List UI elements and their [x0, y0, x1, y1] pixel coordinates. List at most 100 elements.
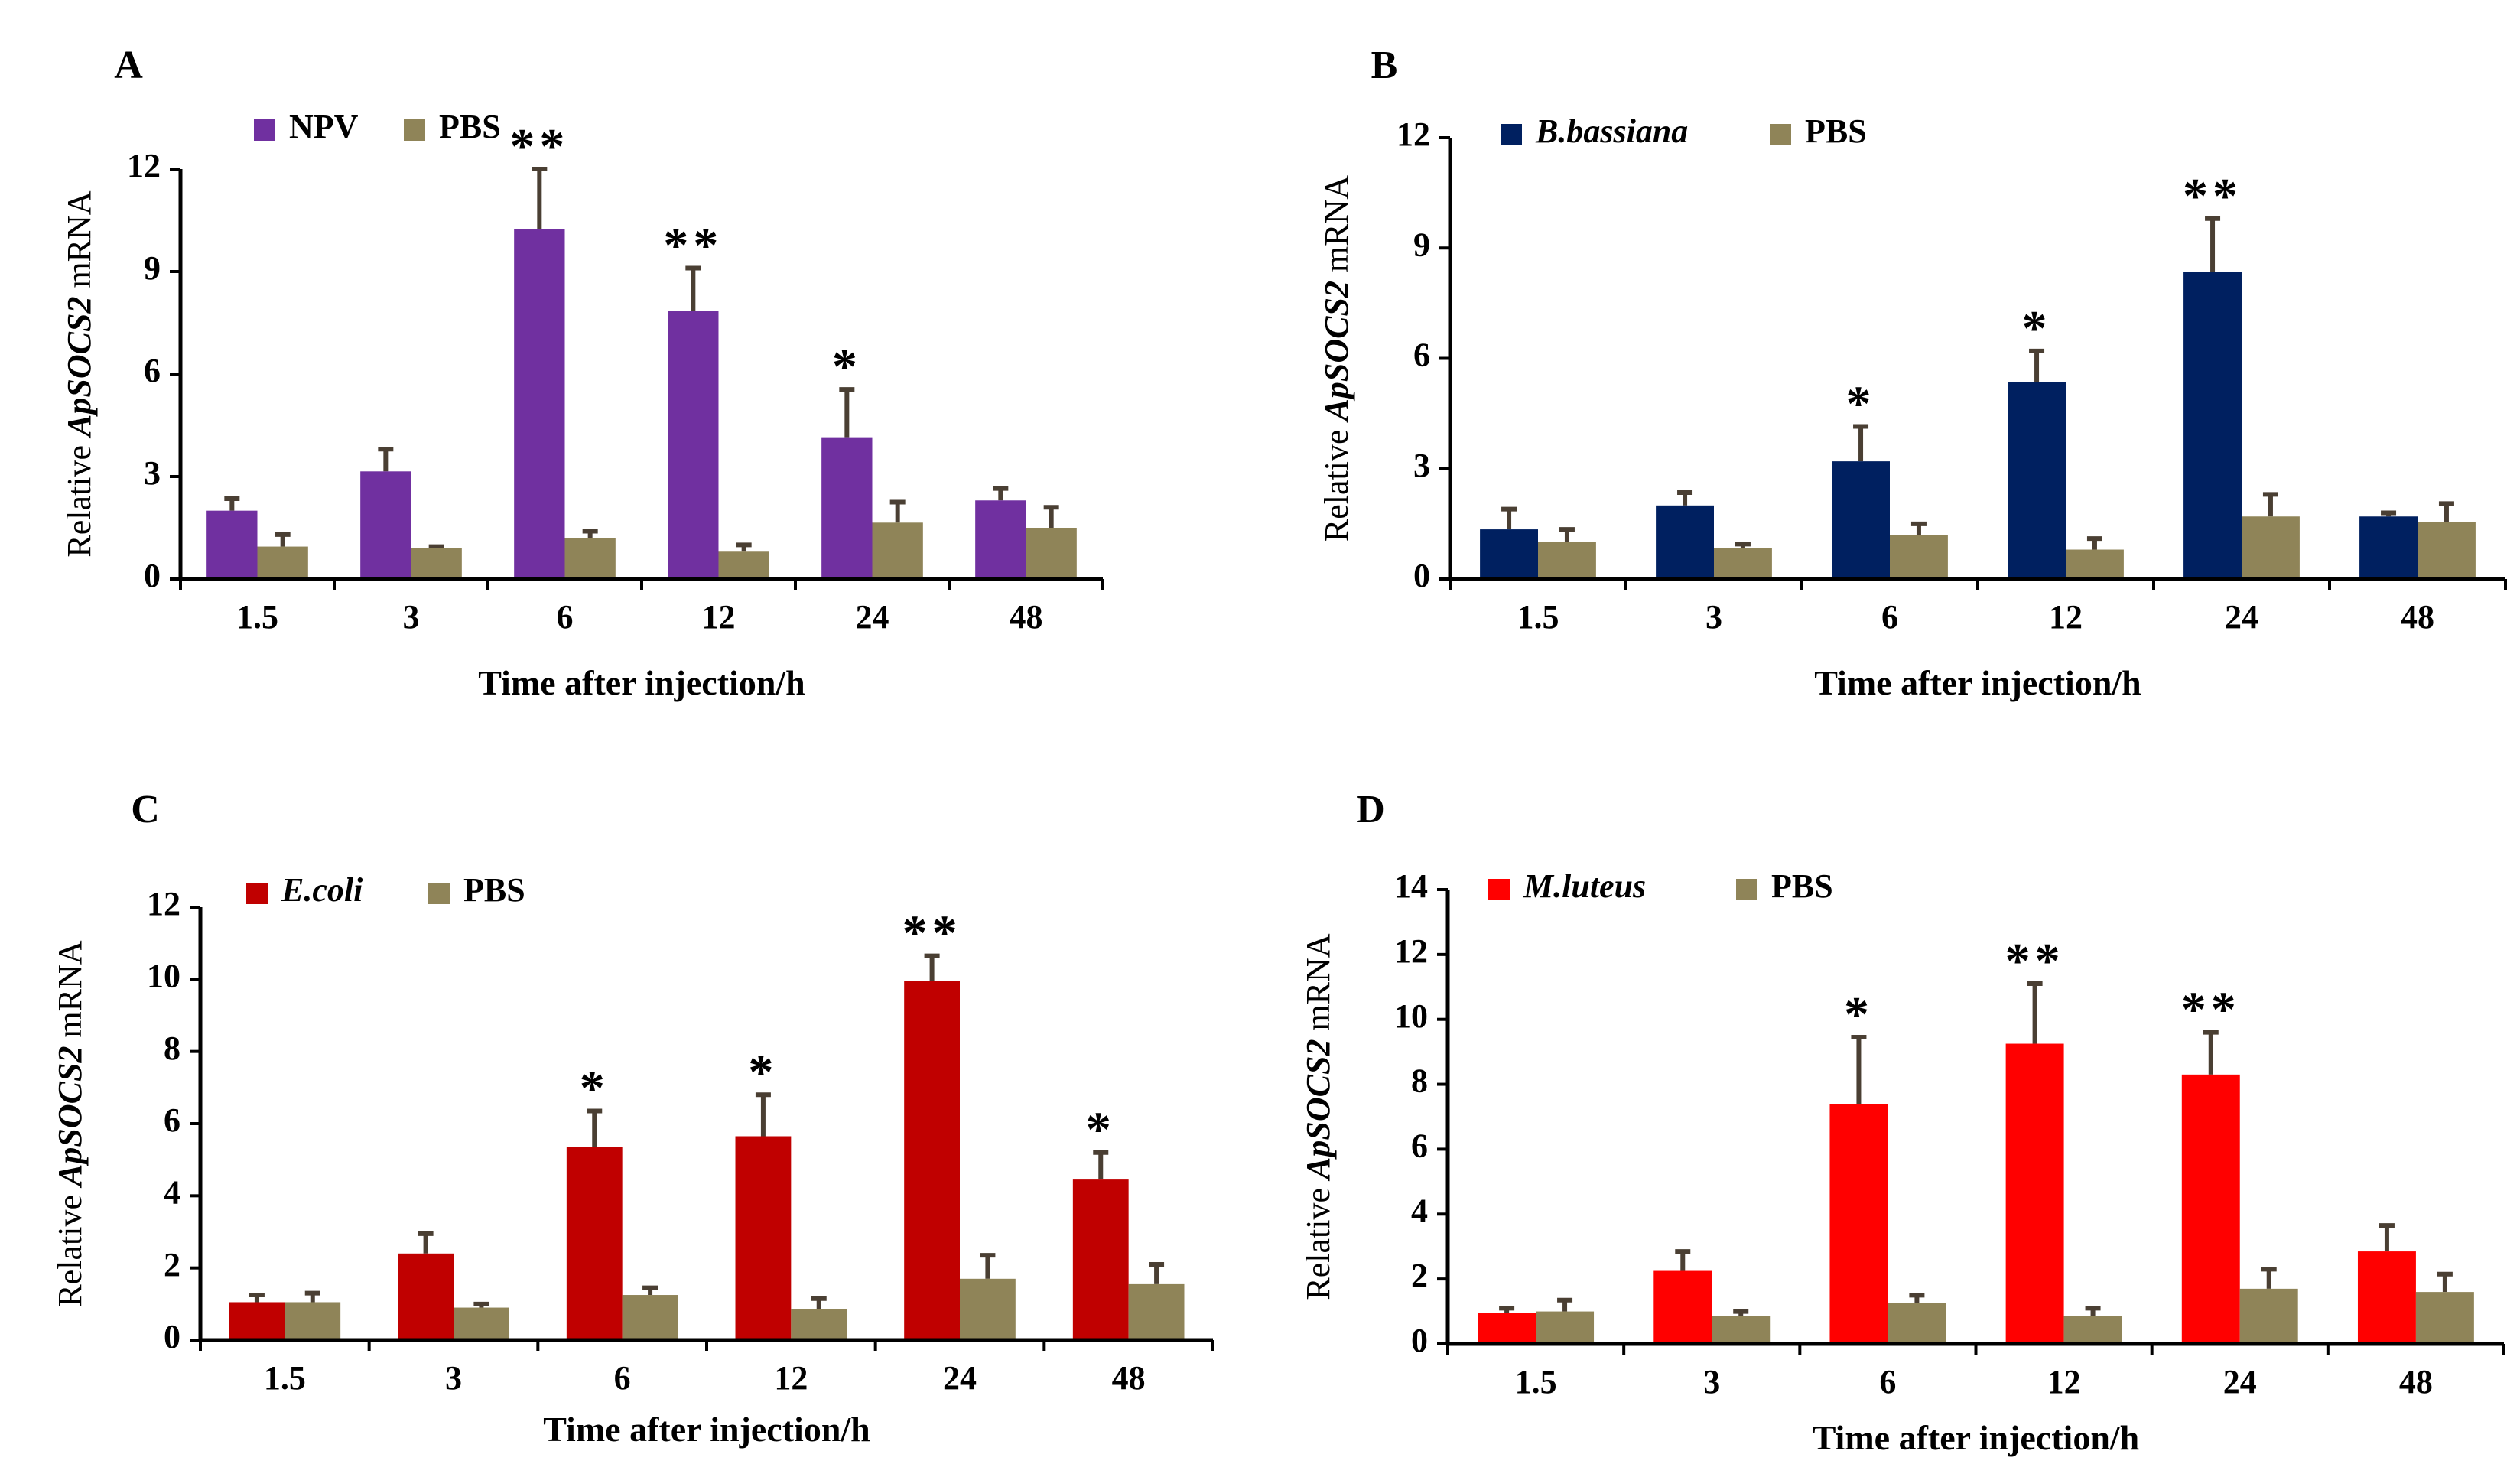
x-tick-label: 1.5 — [1515, 1363, 1557, 1401]
chart-panel-b: B 1.5 3 * 6 * 12 ** 24 48 0 3 6 9 12 Time after injecti… — [1318, 44, 2507, 702]
y-tick-label: 4 — [1411, 1192, 1428, 1229]
y-tick-label: 2 — [164, 1246, 180, 1283]
x-tick-label: 12 — [774, 1359, 808, 1397]
bar-pbs-3 — [1714, 548, 1772, 579]
legend-swatch-pbs — [428, 883, 450, 904]
significance-marker: * — [832, 339, 862, 395]
bar-treatment-6 — [1829, 1104, 1888, 1344]
bar-pbs-1.5 — [285, 1302, 341, 1340]
y-label-prefix: Relative — [51, 1186, 89, 1307]
significance-marker: * — [1846, 376, 1876, 431]
y-tick-label: 3 — [1413, 447, 1430, 484]
y-label-prefix: Relative — [1318, 421, 1355, 542]
bar-pbs-3 — [1712, 1316, 1771, 1344]
legend-swatch-pbs — [404, 119, 425, 141]
y-axis-label: Relative ApSOCS2 mRNA — [51, 940, 89, 1306]
legend-swatch-treatment — [246, 883, 268, 904]
x-axis-label: Time after injection/h — [1813, 1418, 2140, 1457]
y-tick-label: 10 — [147, 957, 180, 994]
bar-pbs-12 — [2063, 1316, 2122, 1344]
bar-pbs-1.5 — [257, 546, 308, 579]
y-label-gene: ApSOCS2 — [51, 1046, 89, 1189]
bar-treatment-48 — [2359, 516, 2418, 579]
x-tick-label: 3 — [403, 598, 420, 636]
y-tick-label: 12 — [1394, 932, 1428, 970]
chart-panel-a: A 1.5 3 ** 6 ** 12 * 24 48 0 3 6 9 12 Time after inject… — [60, 44, 1104, 702]
significance-marker: ** — [2005, 933, 2065, 989]
bar-pbs-24 — [872, 522, 923, 579]
y-tick-label: 6 — [144, 352, 161, 389]
bar-treatment-12 — [2008, 382, 2066, 579]
bar-pbs-48 — [1026, 528, 1077, 579]
x-tick-label: 1.5 — [1517, 598, 1559, 636]
bar-pbs-48 — [2415, 1292, 2474, 1344]
x-tick-label: 24 — [2225, 598, 2258, 636]
bar-pbs-6 — [1888, 1303, 1946, 1344]
bar-treatment-48 — [2357, 1251, 2416, 1344]
y-tick-label: 12 — [1397, 115, 1430, 153]
bar-treatment-1.5 — [1478, 1313, 1536, 1344]
significance-marker: ** — [509, 119, 569, 174]
y-tick-label: 9 — [1413, 226, 1430, 263]
x-tick-label: 3 — [445, 1359, 462, 1397]
y-tick-label: 6 — [1411, 1127, 1428, 1165]
x-tick-label: 48 — [2399, 1363, 2433, 1401]
y-label-prefix: Relative — [60, 437, 98, 558]
bar-treatment-12 — [735, 1136, 792, 1340]
legend-label-treatment: B.bassiana — [1535, 112, 1688, 150]
y-axis-label: Relative ApSOCS2 mRNA — [1318, 175, 1355, 542]
panel-letter: D — [1356, 788, 1385, 831]
bar-treatment-3 — [360, 471, 411, 579]
x-tick-label: 3 — [1705, 598, 1722, 636]
x-tick-label: 48 — [1010, 598, 1043, 636]
x-tick-label: 1.5 — [264, 1359, 306, 1397]
bar-treatment-3 — [398, 1253, 454, 1340]
bar-pbs-6 — [622, 1295, 678, 1340]
bar-pbs-24 — [960, 1278, 1016, 1340]
x-tick-label: 6 — [1879, 1363, 1896, 1401]
x-tick-label: 6 — [557, 598, 574, 636]
bar-pbs-3 — [454, 1307, 509, 1340]
y-axis-label: Relative ApSOCS2 mRNA — [60, 190, 98, 557]
x-tick-label: 24 — [2223, 1363, 2257, 1401]
bar-pbs-1.5 — [1536, 1311, 1595, 1344]
y-label-suffix: mRNA — [60, 190, 98, 296]
bar-treatment-12 — [668, 311, 719, 579]
significance-marker: ** — [663, 218, 723, 274]
bar-treatment-3 — [1653, 1270, 1712, 1344]
bar-treatment-24 — [821, 437, 873, 579]
significance-marker: * — [580, 1060, 610, 1116]
y-tick-label: 12 — [147, 885, 180, 922]
significance-marker: ** — [2183, 168, 2242, 224]
legend-swatch-treatment — [254, 119, 275, 141]
panel-letter: A — [114, 44, 143, 87]
y-tick-label: 8 — [1411, 1062, 1428, 1100]
bar-treatment-48 — [1072, 1179, 1129, 1340]
legend-swatch-treatment — [1488, 879, 1510, 900]
y-tick-label: 3 — [144, 454, 161, 492]
y-label-suffix: mRNA — [51, 940, 89, 1046]
bar-treatment-1.5 — [1480, 529, 1538, 579]
bar-treatment-12 — [2005, 1043, 2064, 1344]
y-label-gene: ApSOCS2 — [1299, 1039, 1337, 1182]
y-tick-label: 6 — [164, 1101, 180, 1139]
x-tick-label: 12 — [2049, 598, 2083, 636]
bar-treatment-1.5 — [206, 510, 258, 579]
y-label-gene: ApSOCS2 — [1318, 281, 1355, 423]
x-axis-label: Time after injection/h — [543, 1410, 870, 1449]
legend-swatch-treatment — [1501, 124, 1522, 145]
legend-label-treatment: M.luteus — [1523, 867, 1646, 905]
y-tick-label: 8 — [164, 1030, 180, 1067]
y-axis-label: Relative ApSOCS2 mRNA — [1299, 933, 1337, 1300]
bar-treatment-24 — [904, 981, 960, 1340]
legend-label-pbs: PBS — [1771, 867, 1833, 905]
x-tick-label: 48 — [1112, 1359, 1146, 1397]
x-axis-label: Time after injection/h — [1814, 663, 2141, 702]
bar-pbs-12 — [2066, 549, 2124, 579]
x-tick-label: 1.5 — [236, 598, 278, 636]
bar-pbs-48 — [2418, 522, 2476, 579]
legend-swatch-pbs — [1736, 879, 1757, 900]
significance-marker: * — [1844, 987, 1874, 1043]
